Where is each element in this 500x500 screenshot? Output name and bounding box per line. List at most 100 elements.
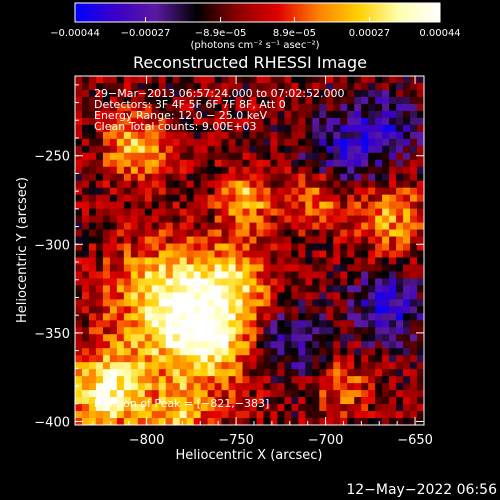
heatmap-cell	[305, 236, 313, 244]
heatmap-cell	[207, 173, 215, 182]
heatmap-cell	[235, 404, 243, 412]
heatmap-cell	[109, 229, 118, 237]
heatmap-cell	[200, 285, 209, 293]
heatmap-cell	[361, 362, 369, 370]
heatmap-cell	[144, 341, 153, 349]
heatmap-cell	[375, 215, 383, 223]
heatmap-cell	[75, 82, 83, 91]
heatmap-cell	[256, 173, 264, 182]
heatmap-cell	[249, 404, 257, 412]
heatmap-cell	[242, 194, 250, 203]
heatmap-cell	[403, 117, 411, 126]
heatmap-cell	[116, 369, 125, 377]
heatmap-cell	[277, 404, 285, 412]
heatmap-cell	[144, 152, 153, 161]
heatmap-cell	[417, 138, 424, 147]
heatmap-cell	[284, 76, 292, 84]
heatmap-cell	[403, 292, 411, 300]
heatmap-cell	[228, 390, 236, 398]
heatmap-cell	[249, 306, 257, 314]
heatmap-cell	[396, 201, 404, 210]
heatmap-cell	[410, 201, 418, 210]
heatmap-cell	[375, 390, 383, 398]
heatmap-cell	[214, 362, 222, 370]
heatmap-cell	[130, 404, 139, 412]
heatmap-cell	[284, 159, 292, 168]
heatmap-cell	[228, 103, 236, 112]
heatmap-cell	[396, 138, 404, 147]
heatmap-cell	[284, 173, 292, 182]
heatmap-cell	[340, 390, 348, 398]
heatmap-cell	[270, 397, 278, 405]
heatmap-cell	[340, 348, 348, 356]
heatmap-cell	[165, 250, 174, 258]
heatmap-cell	[102, 152, 111, 161]
heatmap-cell	[95, 292, 104, 300]
heatmap-cell	[319, 187, 327, 196]
heatmap-cell	[368, 369, 376, 377]
heatmap-cell	[144, 208, 153, 216]
heatmap-cell	[186, 76, 195, 84]
heatmap-cell	[396, 348, 404, 356]
heatmap-cell	[417, 89, 424, 98]
heatmap-cell	[81, 89, 90, 98]
heatmap-cell	[368, 271, 376, 279]
heatmap-cell	[284, 292, 292, 300]
heatmap-cell	[228, 355, 236, 363]
heatmap-cell	[396, 117, 404, 126]
heatmap-cell	[151, 292, 160, 300]
heatmap-cell	[270, 376, 278, 384]
heatmap-cell	[95, 348, 104, 356]
heatmap-cell	[102, 159, 111, 168]
heatmap-cell	[298, 117, 306, 126]
heatmap-cell	[319, 320, 327, 328]
heatmap-cell	[214, 89, 222, 98]
heatmap-cell	[417, 194, 424, 203]
heatmap-cell	[137, 313, 146, 321]
heatmap-cell	[137, 390, 146, 398]
heatmap-cell	[375, 243, 383, 251]
heatmap-cell	[207, 299, 215, 307]
heatmap-cell	[249, 236, 257, 244]
heatmap-cell	[81, 76, 90, 84]
heatmap-cell	[270, 369, 278, 377]
heatmap-cell	[389, 229, 397, 237]
heatmap-cell	[116, 383, 125, 391]
heatmap-cell	[417, 334, 424, 342]
heatmap-cell	[291, 131, 299, 140]
heatmap-cell	[130, 208, 139, 216]
heatmap-cell	[193, 250, 202, 258]
heatmap-cell	[340, 187, 348, 196]
heatmap-cell	[270, 271, 278, 279]
heatmap-cell	[256, 222, 264, 230]
heatmap-cell	[165, 313, 174, 321]
heatmap-cell	[242, 383, 250, 391]
heatmap-cell	[249, 124, 257, 133]
heatmap-cell	[389, 383, 397, 391]
heatmap-cell	[123, 222, 132, 230]
heatmap-cell	[375, 250, 383, 258]
heatmap-cell	[123, 131, 132, 140]
heatmap-cell	[102, 243, 111, 251]
heatmap-cell	[165, 334, 174, 342]
heatmap-cell	[347, 159, 355, 168]
heatmap-cell	[144, 180, 153, 189]
heatmap-cell	[396, 313, 404, 321]
heatmap-cell	[375, 222, 383, 230]
heatmap-cell	[242, 82, 250, 91]
heatmap-cell	[75, 110, 83, 119]
heatmap-cell	[368, 390, 376, 398]
heatmap-cell	[109, 187, 118, 196]
heatmap-cell	[256, 355, 264, 363]
heatmap-cell	[291, 404, 299, 412]
heatmap-cell	[95, 96, 104, 105]
heatmap-cell	[347, 390, 355, 398]
heatmap-cell	[221, 257, 229, 265]
heatmap-cell	[151, 110, 160, 119]
heatmap-cell	[123, 327, 132, 335]
heatmap-cell	[263, 187, 271, 196]
heatmap-cell	[361, 397, 369, 405]
heatmap-cell	[270, 418, 278, 425]
heatmap-cell	[270, 250, 278, 258]
heatmap-cell	[417, 397, 424, 405]
